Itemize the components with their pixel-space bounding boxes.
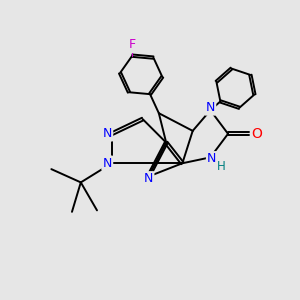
Text: H: H	[217, 160, 226, 173]
Text: N: N	[144, 172, 153, 185]
Text: F: F	[129, 38, 136, 51]
Text: N: N	[206, 101, 215, 114]
Text: N: N	[103, 157, 112, 170]
Text: N: N	[207, 152, 217, 165]
Text: N: N	[103, 127, 112, 140]
Text: O: O	[251, 127, 262, 141]
